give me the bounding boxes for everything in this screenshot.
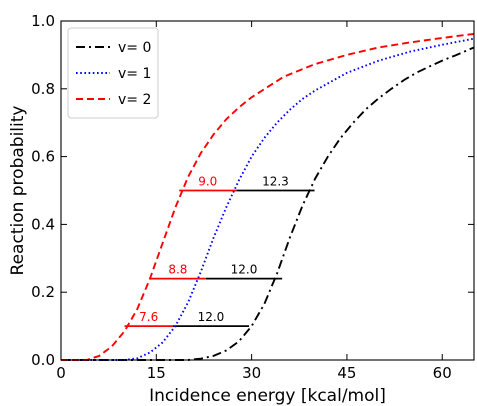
threshold-label: 12.3 [262,175,289,189]
y-tick-label: 0.8 [31,80,55,98]
plot-frame [60,20,475,361]
threshold-label: 7.6 [139,310,158,324]
series-line [61,46,475,361]
y-tick-label: 0.0 [31,351,55,369]
y-tick-label: 1.0 [31,12,55,30]
x-tick-label: 45 [337,364,356,382]
x-tick-label: 30 [242,364,261,382]
y-tick-label: 0.2 [31,283,55,301]
y-tick-label: 0.6 [31,148,55,166]
threshold-label: 9.0 [198,175,217,189]
x-tick-label: 0 [56,364,66,382]
axis-ticks: 0 15 30 45 60 0.0 0.2 0.4 0.6 0.8 1.0 [31,12,474,382]
legend-label: v= 1 [118,66,151,82]
x-tick-label: 60 [433,364,452,382]
series-line [61,37,475,361]
y-tick-label: 0.4 [31,215,55,233]
legend: v= 0 v= 1 v= 2 [67,27,159,119]
plot-area: 7.6 12.0 8.8 12.0 9.0 12.3 [61,32,475,361]
legend-box [67,27,159,119]
y-axis-label: Reaction probability [8,106,28,276]
x-tick-label: 15 [147,364,166,382]
series-line [61,32,475,361]
threshold-label: 12.0 [231,263,258,277]
x-axis-label: Incidence energy [kcal/mol] [149,386,386,406]
threshold-label: 12.0 [198,310,225,324]
legend-label: v= 0 [118,40,151,56]
legend-label: v= 2 [118,92,151,108]
threshold-label: 8.8 [168,263,187,277]
